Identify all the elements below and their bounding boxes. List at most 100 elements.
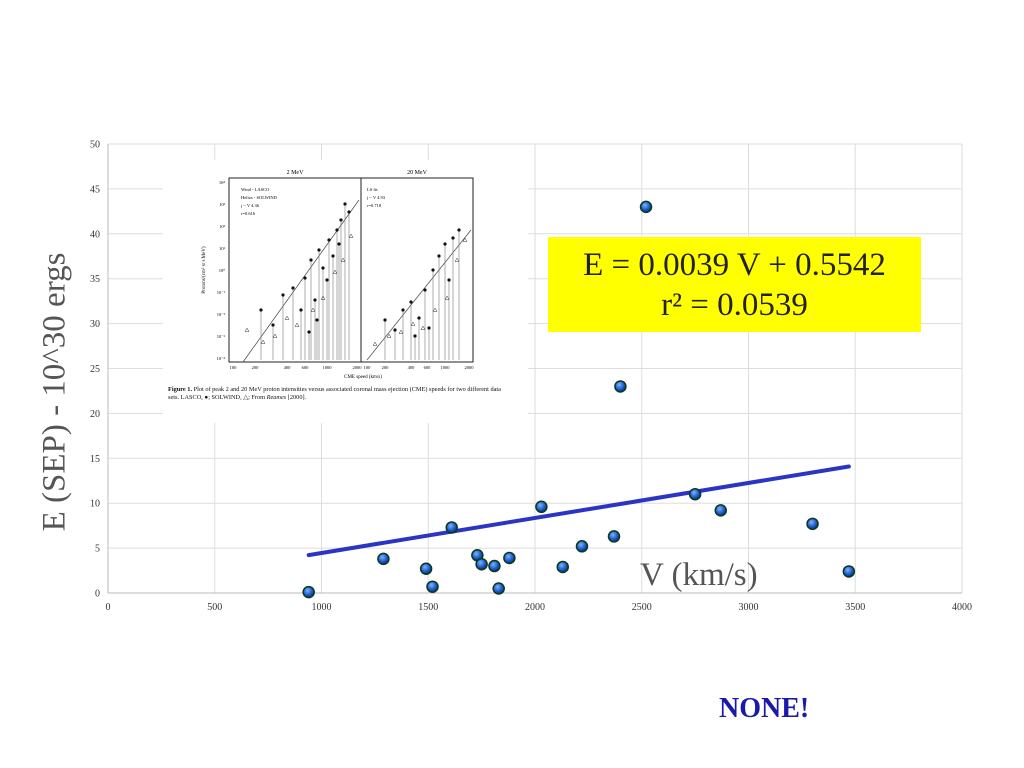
inset-dot (431, 268, 435, 272)
inset-dot (307, 330, 311, 334)
inset-reference-figure: 2 MeV 20 MeV Protons/(cm² sr s MeV) CME … (163, 160, 528, 423)
inset-caption-end: [2000]. (286, 394, 307, 401)
inset-y-tick: 10⁴ (219, 180, 226, 185)
data-point (607, 530, 621, 543)
inset-y-tick: 10⁻³ (217, 334, 226, 339)
inset-left-title: 2 MeV (287, 170, 304, 176)
inset-x-tick: 600 (302, 365, 310, 370)
y-tick-label: 0 (95, 589, 100, 600)
inset-triangle (432, 307, 438, 312)
x-tick-label: 500 (207, 602, 222, 613)
y-tick-label: 45 (90, 184, 100, 195)
inset-x-ticks: 100 200 400 600 1000 2000 100 200 400 600 1000 2000 (230, 365, 475, 370)
x-tick-label: 1000 (312, 602, 332, 613)
inset-y-label: Protons/(cm² sr s MeV) (201, 246, 207, 294)
data-point (806, 517, 819, 531)
inset-dot (325, 278, 329, 282)
inset-legend-entry: Helios - SOLWIND (241, 195, 278, 200)
inset-dot (417, 316, 421, 320)
y-tick-label: 5 (95, 544, 100, 555)
inset-triangle (294, 322, 300, 327)
inset-legend-entry: r=0.718 (367, 203, 382, 208)
x-tick-label: 3500 (845, 602, 865, 613)
inset-triangle (372, 341, 378, 346)
data-point (302, 585, 315, 599)
data-point (614, 380, 627, 393)
y-tick-label: 30 (90, 319, 100, 330)
inset-dot (427, 326, 431, 330)
inset-panel-right (360, 177, 474, 363)
x-tick-label: 0 (106, 602, 111, 613)
inset-x-tick: 1000 (323, 365, 333, 370)
inset-caption-author: Reames (266, 394, 287, 401)
inset-x-tick: 400 (408, 365, 416, 370)
inset-dot (343, 202, 347, 206)
inset-triangle (462, 237, 468, 242)
inset-triangle (386, 333, 392, 338)
x-tick-label: 1500 (418, 602, 438, 613)
inset-dot (291, 286, 295, 290)
inset-dot (393, 328, 397, 332)
inset-x-tick: 100 (230, 365, 238, 370)
trendline (306, 464, 851, 558)
regression-equation-box: E = 0.0039 V + 0.5542 r² = 0.0539 (548, 237, 921, 332)
y-axis-label: E (SEP) - 10^30 ergs (36, 252, 73, 532)
inset-dot (321, 266, 325, 270)
data-point (688, 487, 702, 501)
x-tick-label: 2500 (632, 602, 652, 613)
x-tick-label: 3000 (739, 602, 759, 613)
regression-equation: E = 0.0039 V + 0.5542 (583, 247, 886, 283)
inset-dot (317, 248, 321, 252)
inset-caption-text: Plot of peak 2 and 20 MeV proton intensi… (168, 386, 501, 401)
inset-dot (309, 258, 313, 262)
inset-dot (259, 308, 263, 312)
inset-legend-entry: r=0.616 (241, 211, 256, 216)
inset-x-tick: 200 (382, 365, 390, 370)
inset-triangle (340, 257, 346, 262)
inset-triangle (244, 327, 250, 332)
inset-dot (313, 298, 317, 302)
inset-triangle (310, 307, 316, 312)
inset-triangle (272, 333, 278, 338)
x-tick-label: 2000 (525, 602, 545, 613)
inset-x-tick: 100 (364, 365, 372, 370)
inset-legend-right: LS fit: j ~ V 4.93 r=0.718 (366, 187, 386, 208)
data-point (419, 562, 433, 576)
inset-triangle (348, 233, 354, 238)
inset-dot (443, 242, 447, 246)
inset-dot (303, 276, 307, 280)
inset-legend-entry: Wind - LASCO (241, 187, 270, 192)
inset-y-tick: 10⁰ (219, 268, 226, 273)
data-point (377, 552, 390, 566)
inset-legend-entry: LS fit: (367, 187, 379, 192)
data-point (475, 558, 488, 571)
inset-dot (451, 236, 455, 240)
inset-x-label: CME speed (km/s) (344, 375, 382, 380)
y-tick-label: 10 (90, 499, 100, 510)
data-point (426, 580, 439, 593)
inset-dot (383, 318, 387, 322)
inset-dot (409, 300, 413, 304)
data-point (714, 504, 727, 517)
inset-fit-left (242, 199, 360, 363)
r-squared: r² = 0.0539 (661, 287, 808, 323)
inset-x-tick: 600 (424, 365, 432, 370)
y-tick-label: 15 (90, 454, 100, 465)
data-point (575, 540, 589, 553)
inset-dot (447, 278, 451, 282)
data-point (535, 500, 548, 514)
inset-dot (401, 308, 405, 312)
inset-x-tick: 400 (284, 365, 292, 370)
inset-x-tick: 2000 (353, 365, 363, 370)
inset-x-tick: 2000 (465, 365, 475, 370)
inset-dot (413, 334, 417, 338)
inset-y-tick: 10² (219, 224, 226, 229)
inset-x-tick: 1000 (441, 365, 451, 370)
inset-y-ticks: 10⁴ 10³ 10² 10¹ 10⁰ 10⁻¹ 10⁻² 10⁻³ 10⁻⁴ (217, 180, 226, 361)
inset-caption-label: Figure 1. (168, 386, 193, 393)
inset-dot (271, 323, 275, 327)
inset-triangle (284, 315, 290, 320)
inset-dot (437, 254, 441, 258)
inset-triangle (454, 257, 460, 262)
